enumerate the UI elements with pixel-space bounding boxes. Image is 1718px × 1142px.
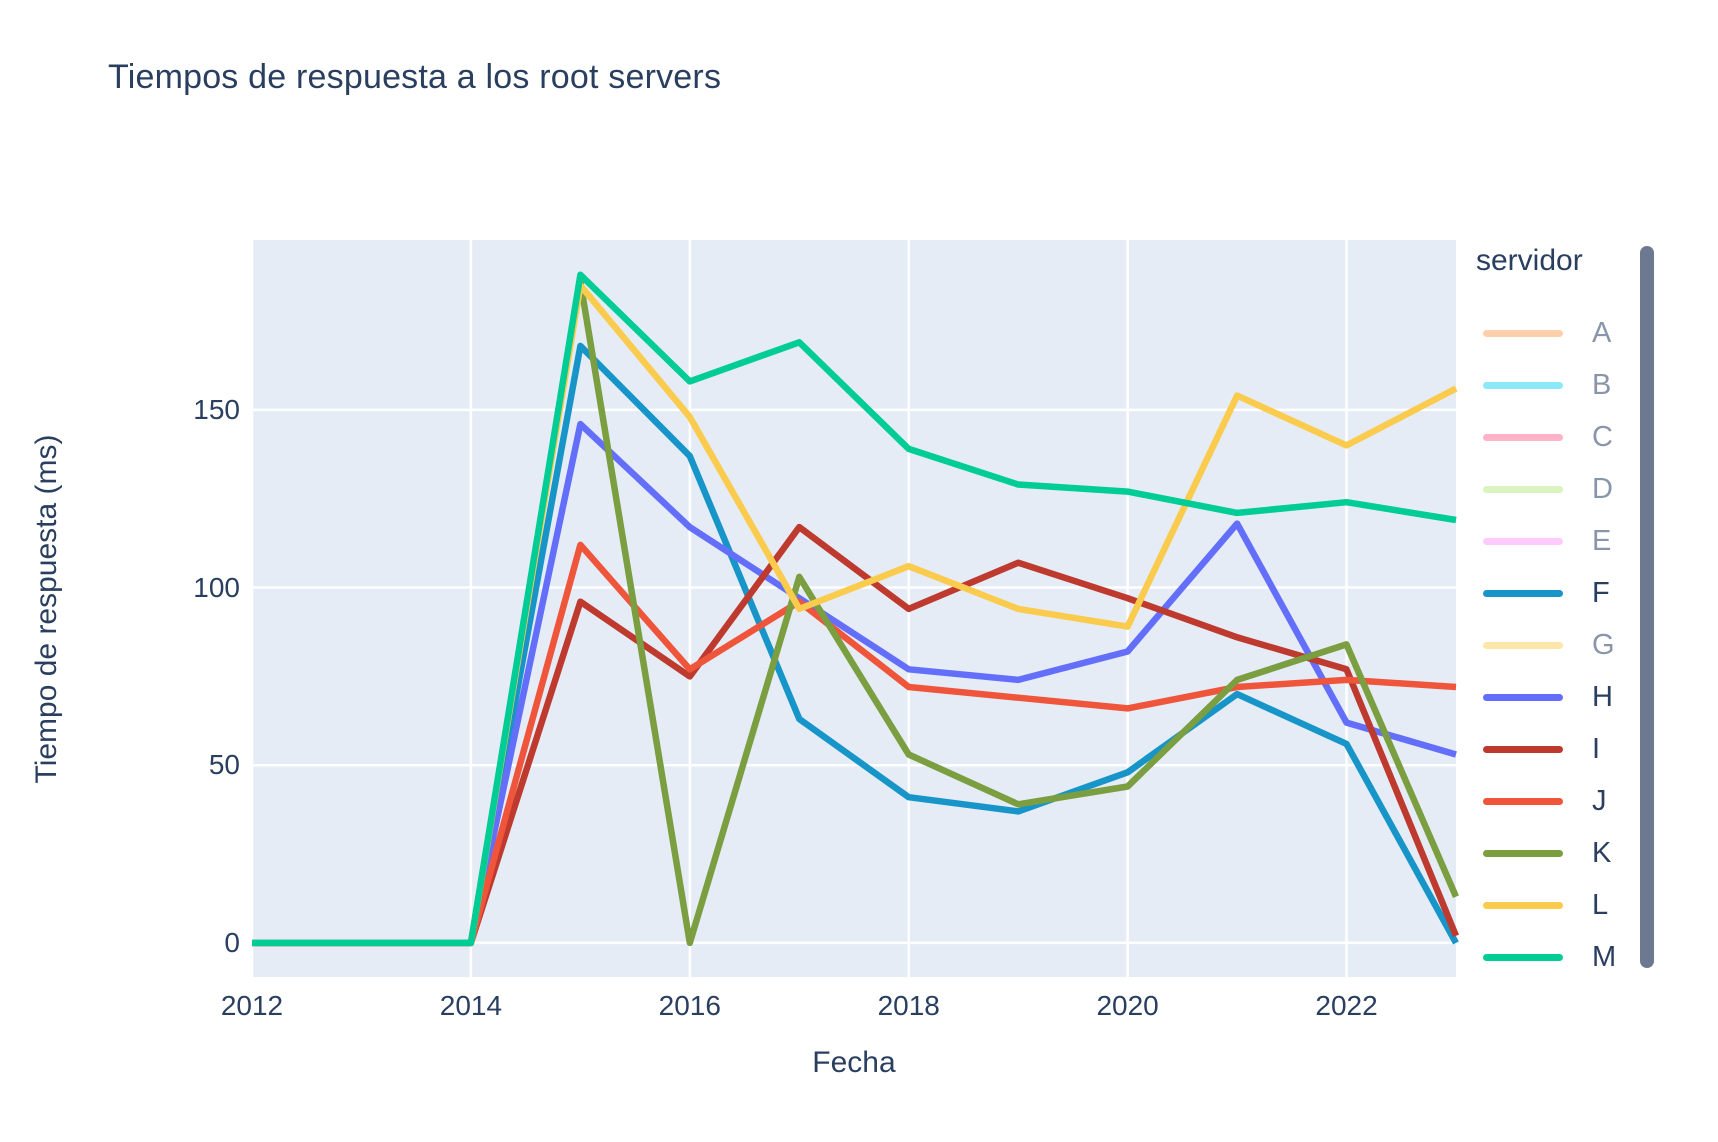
legend-item-L[interactable]: L <box>1483 885 1683 925</box>
legend-item-label: K <box>1592 837 1612 869</box>
legend-swatch-G <box>1483 642 1563 649</box>
legend-item-G[interactable]: G <box>1483 625 1683 665</box>
legend-item-K[interactable]: K <box>1483 833 1683 873</box>
series-line-M <box>252 271 1457 947</box>
legend-item-A[interactable]: A <box>1483 313 1683 353</box>
x-tick-label: 2018 <box>877 990 940 1021</box>
legend-swatch-D <box>1483 486 1563 493</box>
legend-item-label: I <box>1592 733 1601 765</box>
legend-item-J[interactable]: J <box>1483 781 1683 821</box>
y-tick-label: 150 <box>193 393 240 425</box>
x-tick-label: 2016 <box>658 990 721 1021</box>
legend-item-label: E <box>1592 525 1612 557</box>
y-axis-title: Tiempo de respuesta (ms) <box>30 434 63 784</box>
y-tick-label: 50 <box>208 749 240 781</box>
legend-item-label: D <box>1592 473 1613 505</box>
legend-item-label: J <box>1592 785 1607 817</box>
plot-background[interactable] <box>252 240 1456 977</box>
legend-swatch-C <box>1483 434 1563 441</box>
chart-title: Tiempos de respuesta a los root servers <box>108 58 722 96</box>
legend-item-label: C <box>1592 421 1613 453</box>
legend-swatch-E <box>1483 538 1563 545</box>
legend-item-M[interactable]: M <box>1483 937 1683 977</box>
legend-item-C[interactable]: C <box>1483 417 1683 457</box>
legend-item-label: F <box>1592 577 1610 609</box>
legend-swatch-J <box>1483 798 1563 805</box>
legend-swatch-H <box>1483 694 1563 701</box>
y-tick-label: 0 <box>224 926 240 958</box>
legend-item-label: M <box>1592 941 1617 973</box>
legend-swatch-B <box>1483 382 1563 389</box>
legend-item-D[interactable]: D <box>1483 469 1683 509</box>
legend-swatch-M <box>1483 954 1563 961</box>
legend-item-B[interactable]: B <box>1483 365 1683 405</box>
legend-item-label: B <box>1592 369 1612 401</box>
x-tick-label: 2022 <box>1315 990 1378 1021</box>
x-axis-title: Fecha <box>812 1046 896 1079</box>
legend-swatch-A <box>1483 330 1563 337</box>
legend-item-label: G <box>1592 629 1615 661</box>
legend-item-label: A <box>1592 317 1612 349</box>
legend-swatch-I <box>1483 746 1563 753</box>
x-tick-label: 2014 <box>439 990 503 1021</box>
x-tick-label: 2012 <box>220 990 284 1021</box>
legend-swatch-F <box>1483 590 1563 597</box>
legend-swatch-K <box>1483 850 1563 857</box>
legend-item-H[interactable]: H <box>1483 677 1683 717</box>
x-tick-label: 2020 <box>1096 990 1159 1021</box>
legend-swatch-L <box>1483 902 1563 909</box>
legend-item-F[interactable]: F <box>1483 573 1683 613</box>
legend-item-E[interactable]: E <box>1483 521 1683 561</box>
legend-item-I[interactable]: I <box>1483 729 1683 769</box>
legend-item-label: L <box>1592 889 1609 921</box>
legend-scrollbar[interactable] <box>1640 246 1654 968</box>
legend-item-label: H <box>1592 681 1613 713</box>
y-tick-label: 100 <box>193 571 240 603</box>
